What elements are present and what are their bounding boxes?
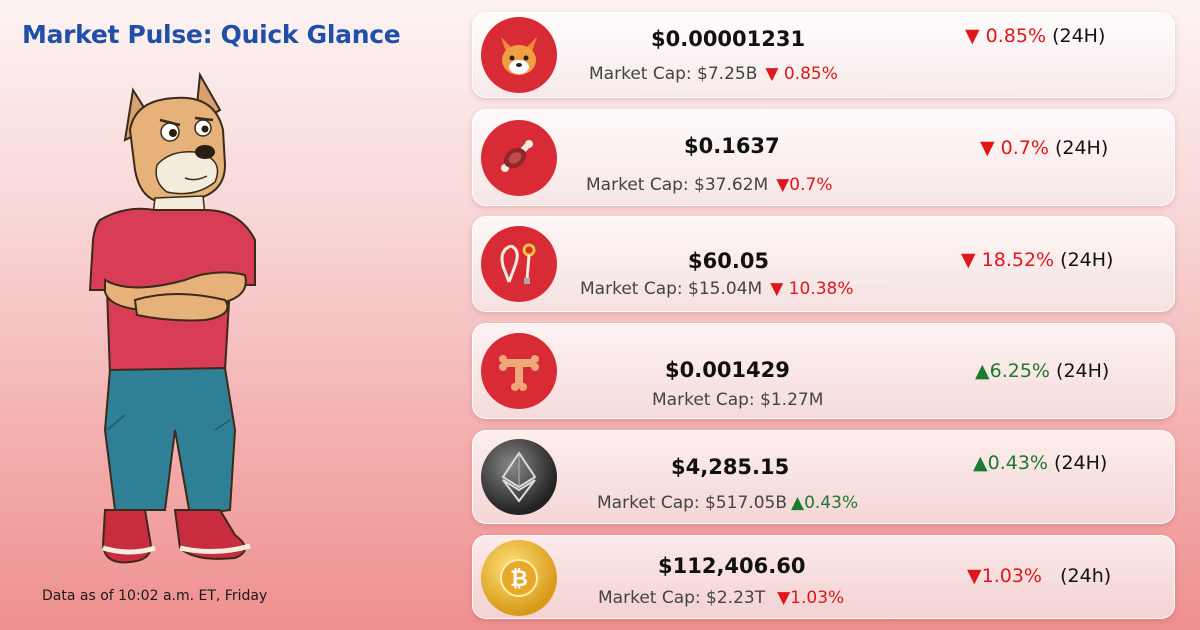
shiba-mascot-illustration [88, 71, 256, 564]
ethereum-coin-icon [481, 439, 557, 515]
change-24h: ▼ 0.7% (24H) [980, 137, 1108, 159]
change-24h-period: (24H) [1052, 25, 1106, 47]
market-cap: Market Cap: $7.25B ▼ 0.85% [589, 64, 838, 84]
market-cap: Market Cap: $15.04M ▼ 10.38% [580, 279, 854, 299]
change-24h-period: (24H) [1060, 249, 1114, 271]
market-cap-change: ▲0.43% [791, 493, 859, 513]
change-24h-value: ▲0.43% [973, 452, 1048, 474]
coin-price: $60.05 [688, 249, 770, 273]
shiba-inu-coin-icon [481, 17, 557, 93]
crypto-card[interactable]: $60.05 Market Cap: $15.04M ▼ 10.38% ▼ 18.… [472, 216, 1175, 312]
coin-price: $112,406.60 [658, 554, 806, 578]
bitcoin-coin-icon: ₿ [481, 540, 557, 616]
leash-coin-icon [481, 226, 557, 302]
coin-price: $0.00001231 [651, 27, 806, 51]
market-cap-label: Market Cap: $7.25B [589, 64, 758, 84]
market-cap-change: ▼ 10.38% [770, 279, 854, 299]
page-title: Market Pulse: Quick Glance [22, 20, 401, 49]
coin-price: $0.001429 [665, 358, 790, 382]
change-24h-period: (24H) [1054, 452, 1108, 474]
market-cap-label: Market Cap: $1.27M [652, 390, 824, 410]
market-cap: Market Cap: $1.27M [652, 390, 823, 410]
crypto-card[interactable]: $0.001429 Market Cap: $1.27M ▲6.25% (24H… [472, 323, 1175, 419]
market-cap-label: Market Cap: $15.04M [580, 279, 763, 299]
market-cap-change: ▼1.03% [777, 588, 845, 608]
change-24h-value: ▼1.03% [967, 565, 1042, 587]
change-24h-period: (24h) [1060, 565, 1112, 587]
bone-t-coin-icon [481, 333, 557, 409]
change-24h: ▼1.03% (24h) [967, 565, 1111, 587]
coin-price: $4,285.15 [671, 455, 790, 479]
market-cap-label: Market Cap: $37.62M [586, 175, 769, 195]
crypto-card[interactable]: ₿ $112,406.60 Market Cap: $2.23T ▼1.03% ▼… [472, 535, 1175, 619]
change-24h-value: ▼ 0.7% [980, 137, 1049, 159]
market-cap-label: Market Cap: $517.05B [597, 493, 788, 513]
crypto-card[interactable]: $4,285.15 Market Cap: $517.05B ▲0.43% ▲0.… [472, 430, 1175, 524]
market-cap-label: Market Cap: $2.23T [598, 588, 766, 608]
change-24h: ▼ 0.85% (24H) [965, 25, 1105, 47]
market-cap-change: ▼0.7% [776, 175, 833, 195]
svg-text:₿: ₿ [510, 567, 528, 592]
data-timestamp: Data as of 10:02 a.m. ET, Friday [42, 588, 268, 604]
change-24h: ▲0.43% (24H) [973, 452, 1107, 474]
market-cap: Market Cap: $517.05B ▲0.43% [597, 493, 858, 513]
crypto-card[interactable]: $0.1637 Market Cap: $37.62M ▼0.7% ▼ 0.7% … [472, 109, 1175, 206]
change-24h-value: ▲6.25% [975, 360, 1050, 382]
coin-price: $0.1637 [684, 134, 780, 158]
change-24h-period: (24H) [1054, 137, 1109, 159]
change-24h: ▼ 18.52% (24H) [961, 249, 1113, 271]
change-24h-period: (24H) [1056, 360, 1110, 382]
market-cap-change: ▼ 0.85% [765, 64, 838, 84]
change-24h: ▲6.25% (24H) [975, 360, 1109, 382]
change-24h-value: ▼ 18.52% [961, 249, 1055, 271]
bone-meat-coin-icon [481, 120, 557, 196]
market-cap: Market Cap: $2.23T ▼1.03% [598, 588, 844, 608]
change-24h-value: ▼ 0.85% [965, 25, 1047, 47]
market-cap: Market Cap: $37.62M ▼0.7% [586, 175, 832, 195]
crypto-card[interactable]: $0.00001231 Market Cap: $7.25B ▼ 0.85% ▼ … [472, 12, 1175, 98]
